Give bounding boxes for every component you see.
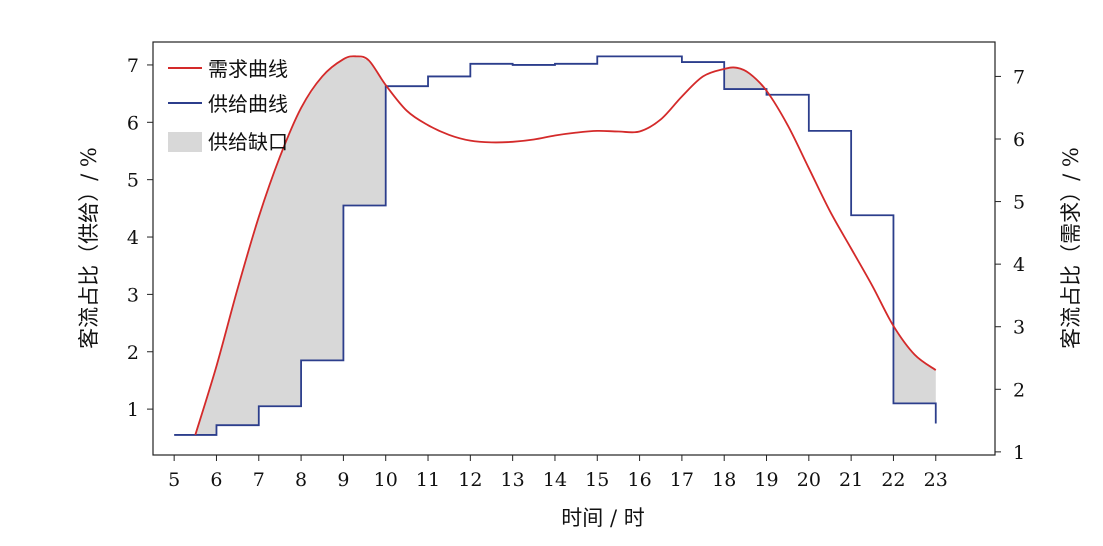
x-tick-label: 10 — [374, 469, 398, 491]
legend-swatch-gap — [168, 132, 202, 152]
x-tick-label: 15 — [585, 469, 609, 491]
x-tick-label: 18 — [712, 469, 736, 491]
x-tick-label: 5 — [168, 469, 180, 491]
y-right-tick-label: 3 — [1013, 317, 1025, 339]
x-tick-label: 21 — [839, 469, 863, 491]
y-right-tick-label: 7 — [1013, 66, 1025, 88]
y-axis-right-title: 客流占比（需求）/ % — [1059, 147, 1083, 349]
x-tick-label: 12 — [458, 469, 482, 491]
x-tick-label: 22 — [881, 469, 905, 491]
gap-area-0 — [196, 56, 387, 435]
y-right-tick-label: 5 — [1013, 192, 1025, 214]
y-left-tick-label: 5 — [127, 170, 139, 192]
y-left-tick-label: 7 — [127, 55, 139, 77]
x-tick-label: 11 — [416, 469, 440, 491]
gap-area-3 — [894, 327, 936, 404]
x-axis-title: 时间 / 时 — [561, 506, 644, 530]
supply-series-line — [174, 55, 937, 436]
x-tick-label: 9 — [337, 469, 349, 491]
y-right-tick-label: 4 — [1013, 254, 1025, 276]
x-tick-label: 23 — [924, 469, 948, 491]
x-tick-label: 20 — [797, 469, 821, 491]
y-axis-left: 1 2 3 4 5 6 7 — [127, 55, 153, 421]
x-axis: 5 6 7 8 9 10 11 12 13 14 15 16 17 18 19 20 21 22 23 — [168, 455, 948, 491]
legend-label-demand: 需求曲线 — [208, 57, 288, 81]
x-tick-label: 6 — [210, 469, 222, 491]
x-tick-label: 17 — [670, 469, 694, 491]
y-axis-right: 1 2 3 4 5 6 7 — [995, 66, 1025, 464]
y-left-tick-label: 3 — [127, 284, 139, 306]
gap-fill-layer — [196, 56, 936, 435]
y-left-tick-label: 1 — [127, 399, 139, 421]
demand-series-line — [194, 55, 937, 436]
legend: 需求曲线 供给曲线 供给缺口 — [168, 57, 288, 154]
y-left-tick-label: 6 — [127, 112, 139, 134]
y-axis-left-title: 客流占比（供给）/ % — [77, 147, 101, 349]
y-right-tick-label: 6 — [1013, 129, 1025, 151]
x-tick-label: 7 — [253, 469, 265, 491]
legend-label-gap: 供给缺口 — [208, 130, 288, 154]
x-tick-label: 16 — [627, 469, 651, 491]
x-tick-label: 13 — [501, 469, 525, 491]
y-left-tick-label: 2 — [127, 342, 139, 364]
y-right-tick-label: 2 — [1013, 379, 1025, 401]
x-tick-label: 19 — [754, 469, 778, 491]
series-layer — [174, 55, 937, 436]
y-right-tick-label: 1 — [1013, 442, 1025, 464]
x-tick-label: 8 — [295, 469, 307, 491]
gap-area-1 — [725, 67, 765, 89]
legend-label-supply: 供给曲线 — [208, 92, 288, 116]
y-left-tick-label: 4 — [127, 227, 139, 249]
x-tick-label: 14 — [543, 469, 567, 491]
plot-frame — [152, 41, 996, 456]
